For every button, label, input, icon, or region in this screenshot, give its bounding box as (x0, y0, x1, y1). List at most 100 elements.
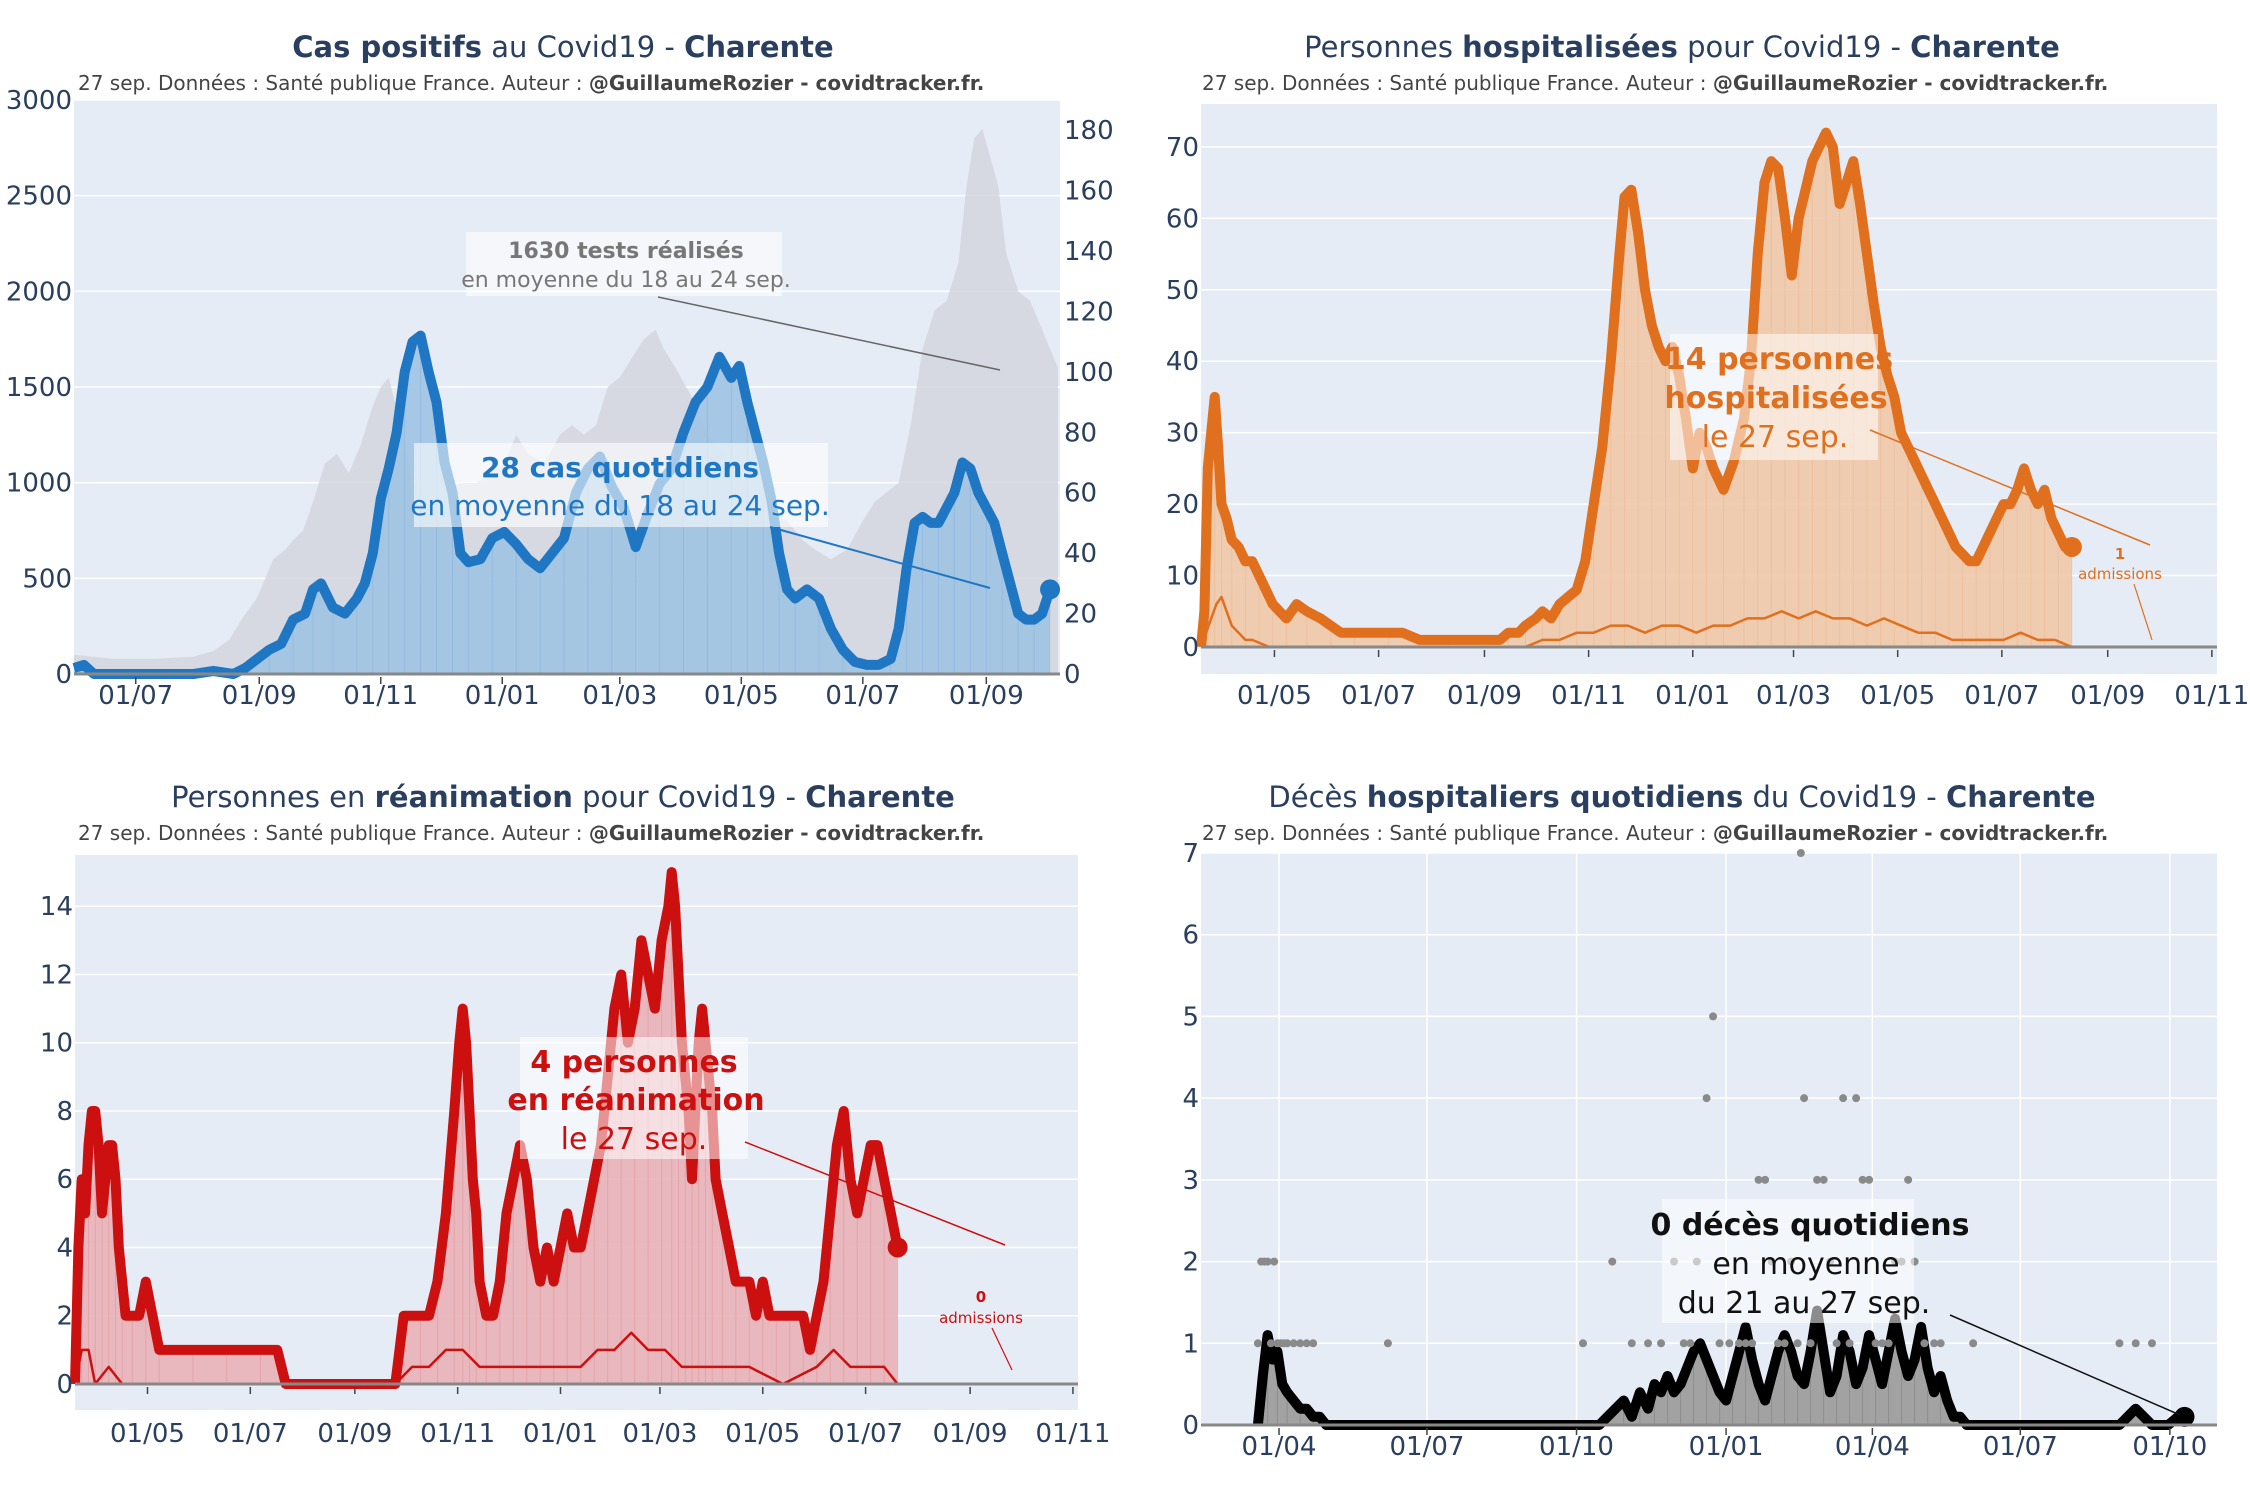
y-tick-label: 8 (56, 1097, 73, 1127)
annotation-box (466, 232, 782, 296)
daily-death-dot (1865, 1175, 1874, 1184)
title-part: Charente (684, 30, 834, 64)
annotation-tests-bold: 1630 tests réalisés (508, 239, 744, 264)
x-tick-label: 01/03 (582, 681, 657, 711)
y-axis-left: 0 1 2 3 4 5 6 7 (1182, 839, 1199, 1441)
daily-death-dot (1800, 1094, 1809, 1103)
y-right-tick-label: 160 (1064, 177, 1114, 207)
x-tick-label: 01/07 (1341, 681, 1416, 711)
x-tick-label: 01/07 (98, 681, 173, 711)
y-tick-label: 10 (40, 1029, 73, 1059)
annotation-cases-text: en moyenne du 18 au 24 sep. (410, 489, 829, 522)
x-tick-label: 01/01 (1655, 681, 1730, 711)
y-tick-label: 30 (1166, 419, 1199, 449)
daily-death-dot (1884, 1339, 1893, 1348)
annotation-arrow (744, 1141, 1006, 1246)
daily-death-dot (1748, 1339, 1757, 1348)
x-axis: 01/04 01/07 01/10 01/01 01/04 01/07 01/10 (1201, 1423, 2217, 1462)
daily-death-dot (1920, 1339, 1929, 1348)
x-axis: 01/05 01/07 01/09 01/11 01/01 01/03 01/05 01/07… (75, 1382, 1110, 1449)
x-tick-label: 01/04 (1835, 1432, 1910, 1462)
y-tick-label: 1000 (6, 469, 72, 499)
annotation-admissions-value: 0 (976, 1288, 986, 1306)
annotation-rea-bold2: en réanimation (507, 1083, 764, 1118)
daily-death-dot (1283, 1339, 1292, 1348)
daily-death-dot (1735, 1339, 1744, 1348)
title-part: Personnes (1304, 30, 1462, 64)
x-tick-label: 01/11 (2174, 681, 2249, 711)
daily-death-dot (1839, 1094, 1848, 1103)
chart-title: Cas positifs au Covid19 - Charente (292, 30, 833, 64)
annotation-box (1670, 334, 1878, 460)
daily-death-dot (1715, 1339, 1724, 1348)
daily-death-dot (2131, 1339, 2140, 1348)
y-tick-label: 40 (1166, 347, 1199, 377)
daily-death-dot (1969, 1339, 1978, 1348)
daily-death-dot (1709, 1012, 1718, 1021)
y-tick-label: 4 (1182, 1084, 1199, 1114)
y-tick-label: 500 (22, 564, 72, 594)
y-axis-left: 0 500 1000 1500 2000 2500 3000 (6, 86, 72, 690)
x-axis: 01/05 01/07 01/09 01/11 01/01 01/03 01/05 01/07… (1201, 645, 2249, 711)
series-area (1201, 132, 2072, 648)
annotation-admissions-value: 1 (2115, 545, 2125, 563)
y-tick-label: 14 (40, 892, 73, 922)
chart-marks (70, 867, 908, 1389)
daily-death-dot (1796, 849, 1805, 857)
subtitle-source: 27 sep. Données : Santé publique France.… (1202, 71, 1713, 95)
panel-deaths: Décès hospitaliers quotidiens du Covid19… (1182, 780, 2217, 1462)
y-tick-label: 6 (56, 1165, 73, 1195)
x-tick-label: 01/03 (1756, 681, 1831, 711)
daily-death-dot (1761, 1175, 1770, 1184)
y-tick-label: 0 (55, 660, 72, 690)
title-part: réanimation (375, 780, 573, 814)
latest-value-marker (2061, 536, 2082, 557)
daily-death-dot (1813, 1175, 1822, 1184)
y-tick-label: 60 (1166, 204, 1199, 234)
annotation-hosp-bold2: hospitalisées (1664, 381, 1887, 416)
subtitle-source: 27 sep. Données : Santé publique France.… (78, 821, 589, 845)
daily-death-dot (1289, 1339, 1298, 1348)
chart-marks (1196, 127, 2082, 649)
daily-death-dot (1858, 1175, 1867, 1184)
daily-death-dot (1904, 1175, 1913, 1184)
annotation-arrow (1949, 1314, 2181, 1416)
annotation-deaths-bold: 0 décès quotidiens (1651, 1208, 1970, 1243)
chart-title: Décès hospitaliers quotidiens du Covid19… (1268, 780, 2095, 814)
daily-death-dot (1309, 1339, 1318, 1348)
daily-death-dot (1819, 1175, 1828, 1184)
y-right-tick-label: 180 (1064, 116, 1114, 146)
annotation-arrow (769, 526, 991, 589)
daily-death-dot (1686, 1339, 1695, 1348)
title-part: pour Covid19 - (573, 780, 805, 814)
y-tick-label: 3 (1182, 1166, 1199, 1196)
annotation-hosp-bold: 14 personnes (1665, 342, 1893, 377)
x-tick-label: 01/09 (1447, 681, 1522, 711)
daily-death-dot (1579, 1339, 1588, 1348)
daily-death-dot (1383, 1339, 1392, 1348)
y-tick-label: 0 (56, 1370, 73, 1400)
x-tick-label: 01/01 (1689, 1432, 1764, 1462)
annotation-admissions-label: admissions (939, 1309, 1023, 1327)
x-tick-label: 01/07 (1389, 1432, 1464, 1462)
latest-value-marker (887, 1237, 908, 1258)
y-tick-label: 70 (1166, 133, 1199, 163)
daily-death-dot (1852, 1094, 1861, 1103)
annotation-hosp-text: le 27 sep. (1702, 420, 1849, 455)
x-tick-label: 01/09 (222, 681, 297, 711)
title-part: Charente (1946, 780, 2096, 814)
daily-death-dot (1657, 1339, 1666, 1348)
y-right-tick-label: 140 (1064, 237, 1114, 267)
daily-death-dot (1793, 1339, 1802, 1348)
title-part: hospitaliers quotidiens (1367, 780, 1744, 814)
panel-hospitalisations: Personnes hospitalisées pour Covid19 - C… (1166, 30, 2249, 711)
y-tick-label: 6 (1182, 921, 1199, 951)
annotation-arrow (2133, 583, 2153, 641)
panel-reanimation: Personnes en réanimation pour Covid19 - … (40, 780, 1111, 1449)
chart-title: Personnes hospitalisées pour Covid19 - C… (1304, 30, 2060, 64)
annotation-rea-admissions: 0 admissions (939, 1288, 1023, 1371)
y-tick-label: 10 (1166, 562, 1199, 592)
x-tick-label: 01/04 (1242, 1432, 1317, 1462)
x-tick-label: 01/03 (622, 1419, 697, 1449)
annotation-box (1662, 1199, 1914, 1323)
